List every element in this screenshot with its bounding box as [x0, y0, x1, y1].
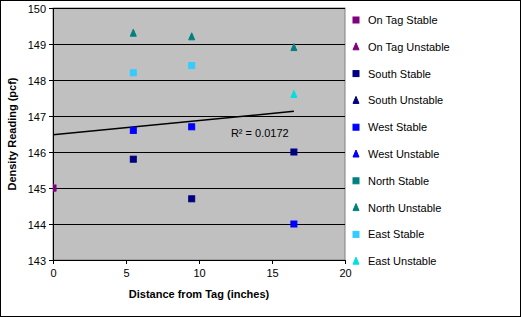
y-tick [49, 224, 53, 225]
y-axis-title: Density Reading (pcf) [6, 77, 18, 190]
x-tick-label: 15 [266, 267, 278, 279]
x-axis-title: Distance from Tag (inches) [129, 288, 270, 300]
grid-line [53, 116, 345, 117]
legend-marker [353, 150, 359, 157]
trendline-label: R² = 0.0172 [231, 127, 289, 139]
grid-line [53, 44, 345, 45]
chart-frame [1, 1, 521, 317]
grid-line [53, 8, 345, 9]
y-tick-label: 150 [28, 3, 46, 15]
point [53, 185, 56, 191]
point [189, 196, 195, 202]
point [130, 70, 136, 76]
legend-label: South Unstable [368, 94, 443, 106]
legend-label: West Stable [368, 121, 427, 133]
grid-line [53, 80, 345, 81]
point [291, 221, 297, 227]
y-tick [49, 116, 53, 117]
y-tick [49, 8, 53, 9]
x-axis [53, 260, 345, 261]
legend-label: On Tag Unstable [368, 41, 450, 53]
y-tick [49, 260, 53, 261]
legend-marker [353, 231, 359, 237]
x-tick-label: 5 [123, 267, 129, 279]
legend-label: North Stable [368, 175, 429, 187]
point [130, 156, 136, 162]
legend-label: East Stable [368, 228, 424, 240]
legend-marker [353, 124, 359, 130]
point [130, 127, 136, 133]
x-tick-label: 20 [339, 267, 351, 279]
legend-marker [353, 17, 359, 23]
legend-label: On Tag Stable [368, 14, 438, 26]
grid-line [53, 188, 345, 189]
point [189, 33, 195, 40]
legend-marker [353, 71, 359, 77]
chart: 143 144 145 146 147 148 149 150 0 5 10 15 20 Distance… [0, 0, 521, 317]
point [189, 124, 195, 130]
marks [53, 29, 297, 227]
y-tick-label: 145 [28, 183, 46, 195]
legend-label: West Unstable [368, 148, 439, 160]
y-tick [49, 152, 53, 153]
x-tick-label: 10 [193, 267, 205, 279]
grid-line [53, 260, 345, 261]
point [291, 149, 297, 155]
y-tick-label: 148 [28, 75, 46, 87]
grid-line [53, 224, 345, 225]
x-tick [345, 260, 346, 264]
legend-label: North Unstable [368, 202, 441, 214]
point [189, 63, 195, 69]
y-tick [49, 188, 53, 189]
legend-marker [353, 178, 359, 184]
plot-area [53, 8, 345, 260]
point [53, 184, 56, 191]
y-tick-label: 143 [28, 255, 46, 267]
grid-line [53, 152, 345, 153]
y-tick-label: 149 [28, 39, 46, 51]
point [130, 29, 136, 36]
point [291, 44, 297, 51]
legend-marker [353, 96, 359, 103]
y-tick-label: 147 [28, 111, 46, 123]
y-tick [49, 44, 53, 45]
y-tick-label: 144 [28, 219, 46, 231]
legend-label: South Stable [368, 68, 431, 80]
legend-marker [353, 257, 359, 264]
y-tick [49, 80, 53, 81]
y-tick-label: 146 [28, 147, 46, 159]
legend-marker [353, 204, 359, 211]
legend-label: East Unstable [368, 255, 436, 267]
x-tick-label: 0 [50, 267, 56, 279]
point [291, 90, 297, 97]
legend-marker [353, 43, 359, 50]
